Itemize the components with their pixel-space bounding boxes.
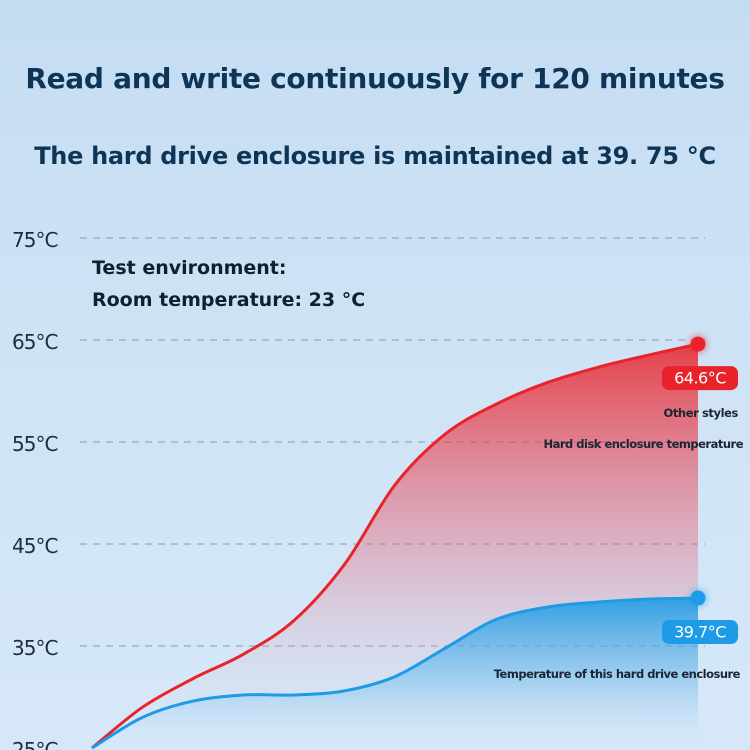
y-tick-label: 55°C xyxy=(12,432,57,456)
series-lines xyxy=(91,342,699,750)
series-description-label: Hard disk enclosure temperature xyxy=(543,437,743,451)
series-end-marker xyxy=(690,590,706,606)
series-markers: 64.6°C Other styles Hard disk enclosure te… xyxy=(494,334,744,681)
series-end-marker xyxy=(690,336,706,352)
test-environment-label: Test environment: xyxy=(92,257,287,279)
end-value-label: 64.6°C xyxy=(674,369,726,388)
y-tick-label: 35°C xyxy=(12,636,57,660)
series-line xyxy=(91,596,699,750)
end-value-badge xyxy=(662,366,738,391)
page-title: Read and write continuously for 120 minu… xyxy=(25,62,725,95)
series-name-label: Other styles xyxy=(663,406,738,420)
page-subtitle: The hard drive enclosure is maintained a… xyxy=(34,142,716,170)
y-tick-label: 75°C xyxy=(12,228,57,252)
series-name-label: Temperature of this hard drive enclosure xyxy=(494,667,741,681)
y-tick-label: 45°C xyxy=(12,534,57,558)
room-temperature-label: Room temperature: 23 °C xyxy=(92,289,366,311)
series-line xyxy=(91,342,699,750)
end-value-label: 39.7°C xyxy=(674,623,726,642)
y-tick-label: 65°C xyxy=(12,330,57,354)
series-area xyxy=(92,598,698,748)
y-axis-ticks: 25°C 35°C 45°C 55°C 65°C 75°C xyxy=(12,228,58,750)
series-areas xyxy=(92,344,698,748)
y-tick-label: 25°C xyxy=(12,738,57,750)
end-value-badge xyxy=(662,620,738,645)
